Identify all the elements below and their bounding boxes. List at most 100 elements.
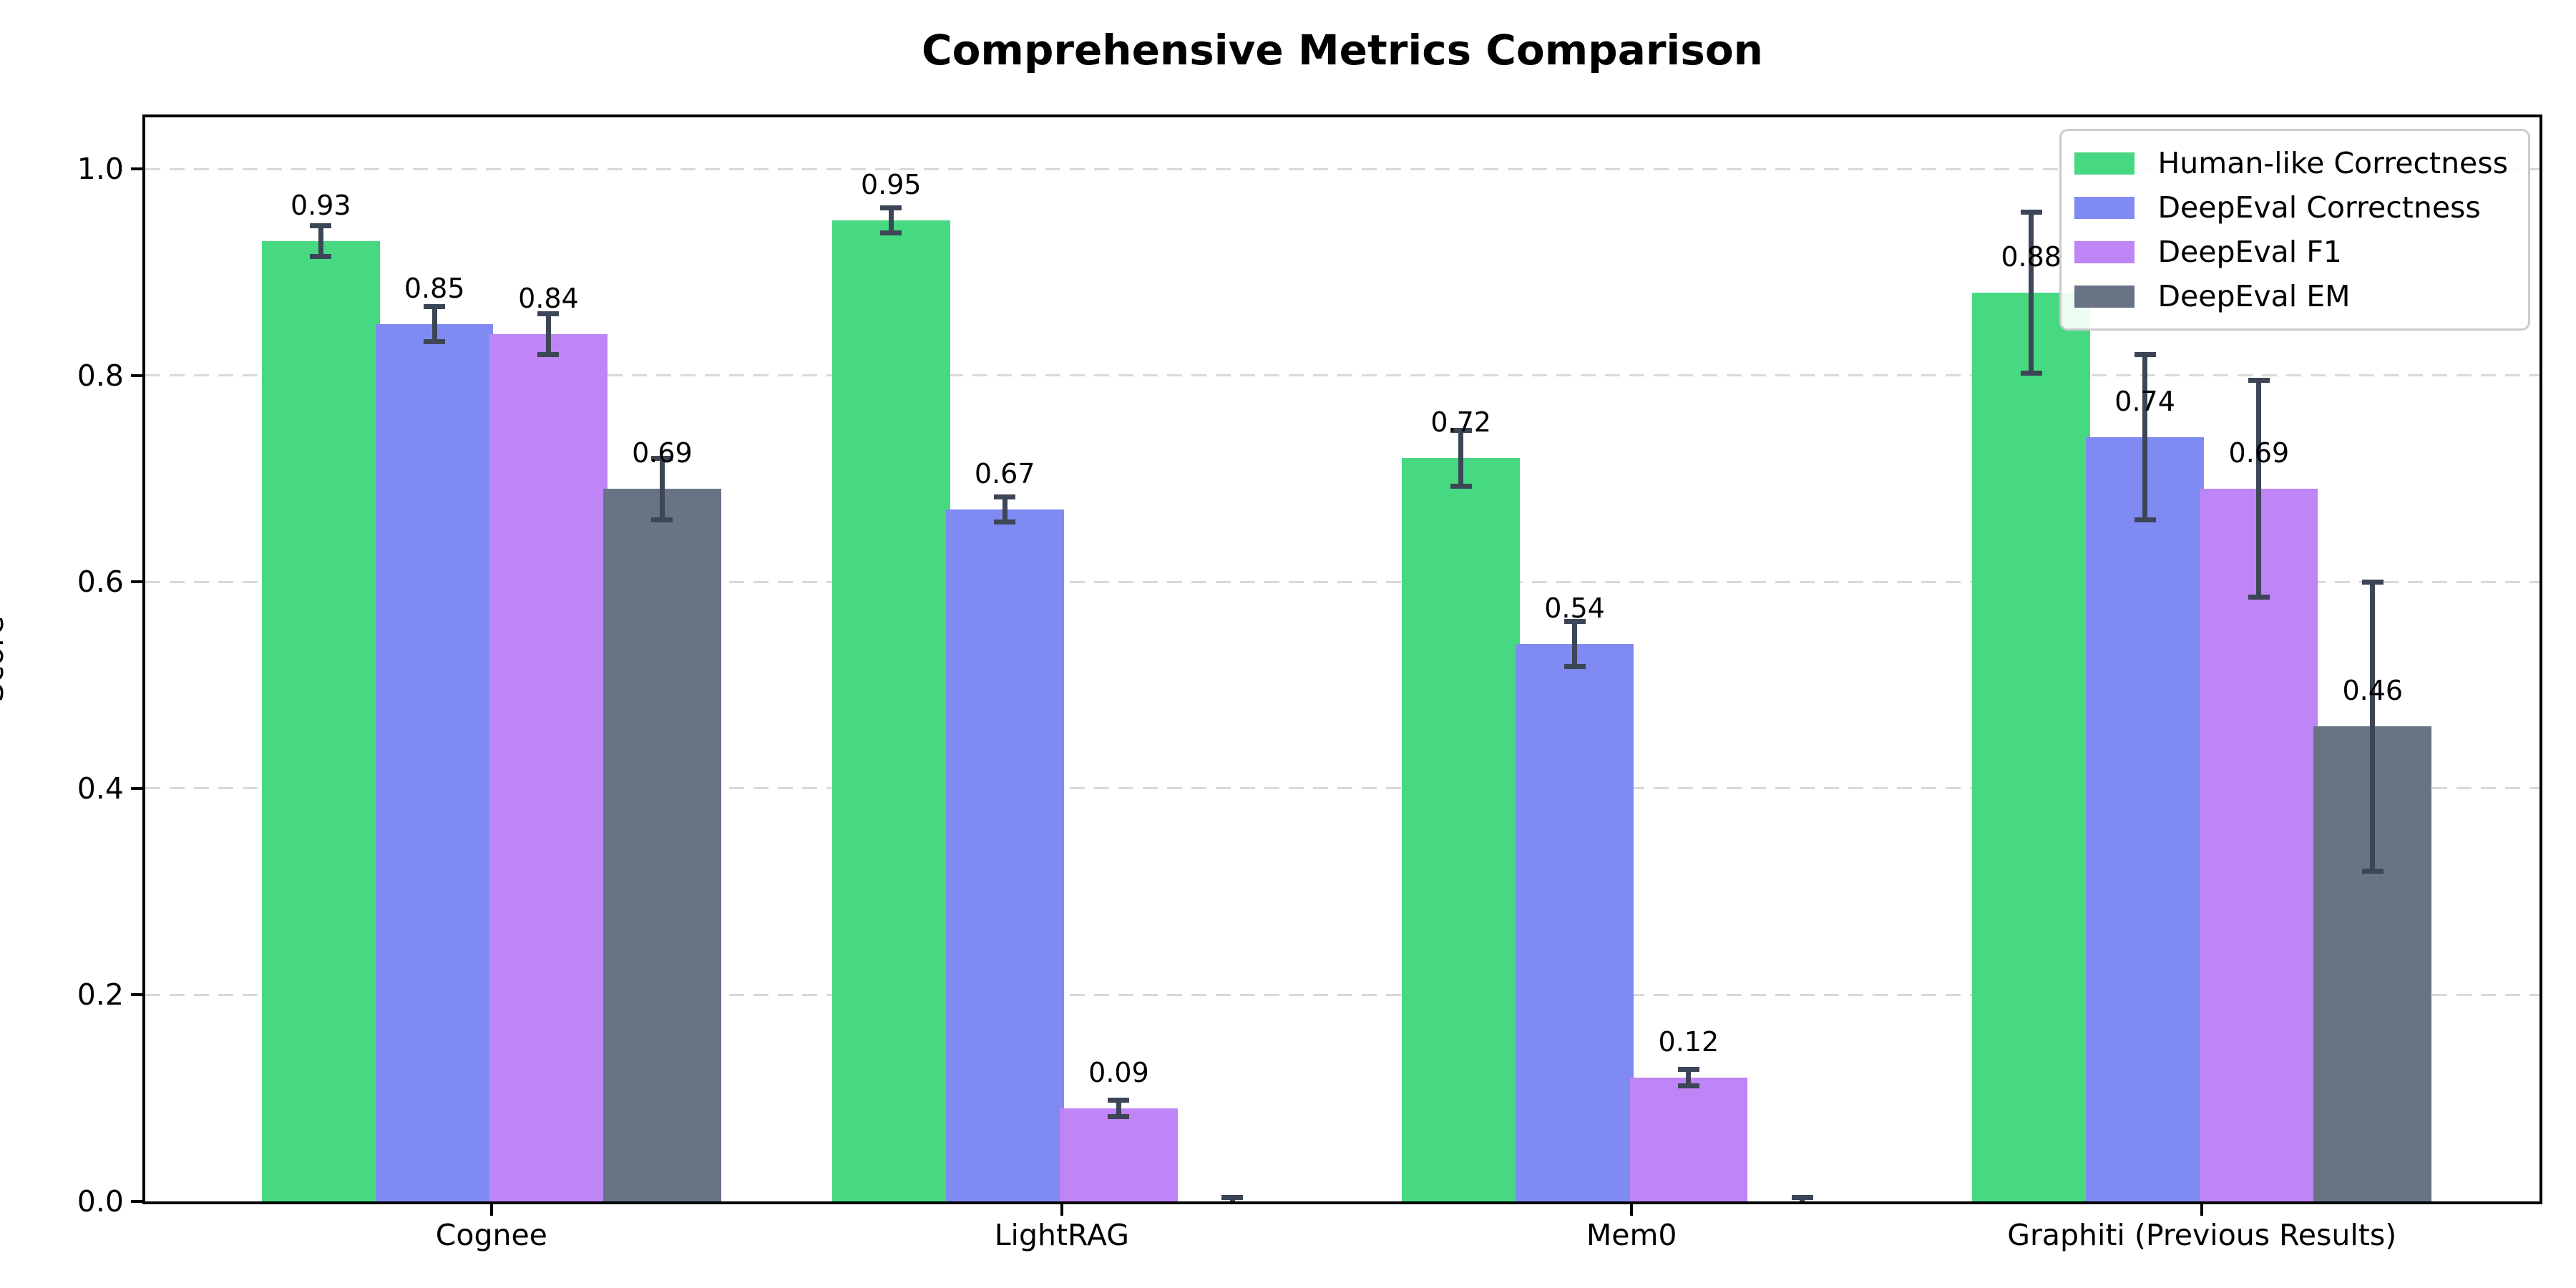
error-cap-s1-c0-bottom: [424, 338, 446, 344]
x-tick-1: [1060, 1204, 1063, 1216]
legend-label-1: DeepEval Correctness: [2157, 190, 2481, 225]
legend-row-3: DeepEval EM: [2074, 274, 2508, 318]
error-cap-s3-c0-bottom: [651, 517, 673, 523]
error-bar-s3-c3: [2370, 582, 2376, 872]
error-bar-s2-c2: [1686, 1069, 1692, 1086]
value-label-s2-c2: 0.12: [1658, 1025, 1719, 1058]
value-label-s3-c3: 0.46: [2342, 675, 2404, 707]
legend-label-2: DeepEval F1: [2157, 235, 2342, 269]
bar-s0-c3: [1972, 293, 2090, 1201]
bar-s2-c0: [489, 334, 608, 1201]
value-label-s1-c0: 0.85: [404, 272, 465, 304]
y-tick-0.2: [131, 993, 142, 997]
error-cap-s3-c3-bottom: [2361, 868, 2384, 874]
legend: Human-like Correctness DeepEval Correctne…: [2059, 129, 2530, 331]
error-bar-s2-c3: [2256, 380, 2262, 597]
x-tick-0: [489, 1204, 493, 1216]
error-cap-s2-c1-bottom: [1108, 1114, 1130, 1120]
bar-s0-c0: [261, 241, 380, 1201]
error-cap-s2-c3-top: [2248, 378, 2270, 384]
legend-swatch-1: [2074, 196, 2135, 219]
bar-s1-c3: [2086, 437, 2204, 1201]
error-cap-s0-c2-top: [1450, 427, 1472, 433]
error-cap-s1-c2-top: [1563, 618, 1586, 624]
y-tick-0.0: [131, 1200, 142, 1203]
value-label-s1-c3: 0.74: [2114, 386, 2175, 418]
y-tick-0.8: [131, 374, 142, 377]
error-cap-s1-c2-bottom: [1563, 664, 1586, 670]
y-tick-1.0: [131, 167, 142, 171]
error-cap-s0-c2-bottom: [1450, 483, 1472, 489]
value-label-s3-c0: 0.69: [632, 437, 693, 469]
error-bar-s0-c0: [318, 225, 323, 257]
error-bar-s1-c1: [1002, 497, 1008, 522]
gridline-0.4: [145, 787, 2540, 790]
value-label-s2-c1: 0.09: [1088, 1057, 1149, 1089]
y-tick-label-1.0: 1.0: [77, 152, 124, 187]
gridline-0.8: [145, 374, 2540, 377]
error-cap-s3-c1-bottom: [1221, 1203, 1243, 1204]
legend-row-2: DeepEval F1: [2074, 230, 2508, 274]
legend-row-0: Human-like Correctness: [2074, 141, 2508, 185]
value-label-s1-c1: 0.67: [974, 458, 1035, 490]
y-tick-label-0.8: 0.8: [77, 358, 124, 393]
error-cap-s2-c1-top: [1108, 1098, 1130, 1103]
value-label-s0-c3: 0.88: [2001, 241, 2062, 273]
gridline-0.2: [145, 993, 2540, 996]
error-bar-s1-c2: [1572, 621, 1578, 667]
value-label-s1-c2: 0.54: [1544, 592, 1605, 624]
error-bar-s1-c3: [2142, 354, 2148, 520]
legend-label-3: DeepEval EM: [2157, 279, 2351, 313]
chart-title: Comprehensive Metrics Comparison: [922, 26, 1763, 74]
error-cap-s3-c1-top: [1221, 1194, 1244, 1200]
error-cap-s3-c2-top: [1791, 1194, 1813, 1200]
error-cap-s0-c1-top: [880, 205, 902, 211]
legend-swatch-0: [2074, 152, 2135, 175]
legend-row-1: DeepEval Correctness: [2074, 185, 2508, 230]
bar-s1-c2: [1516, 643, 1634, 1201]
x-category-label-1: LightRAG: [994, 1218, 1129, 1252]
gridline-1.0: [145, 167, 2540, 170]
error-bar-s2-c1: [1116, 1100, 1121, 1117]
error-cap-s0-c0-bottom: [310, 254, 332, 260]
error-cap-s0-c3-bottom: [2020, 371, 2042, 376]
bar-s0-c2: [1402, 458, 1520, 1201]
bar-s2-c3: [2200, 489, 2318, 1201]
error-cap-s1-c3-top: [2134, 352, 2156, 358]
error-cap-s1-c3-bottom: [2134, 517, 2156, 523]
error-cap-s2-c2-top: [1677, 1066, 1699, 1072]
error-cap-s2-c2-bottom: [1677, 1083, 1699, 1088]
error-cap-s2-c0-top: [537, 311, 560, 316]
y-tick-0.4: [131, 786, 142, 790]
error-bar-s0-c2: [1458, 430, 1464, 487]
bar-s2-c1: [1060, 1108, 1178, 1201]
y-tick-label-0.0: 0.0: [77, 1184, 124, 1219]
error-cap-s0-c3-top: [2020, 210, 2042, 215]
x-category-label-3: Graphiti (Previous Results): [2007, 1218, 2397, 1252]
error-bar-s1-c0: [431, 306, 437, 342]
error-bar-s0-c1: [888, 208, 894, 233]
x-category-label-0: Cognee: [435, 1218, 547, 1252]
bar-s1-c0: [375, 323, 494, 1201]
bar-s3-c0: [603, 489, 721, 1201]
y-tick-0.6: [131, 580, 142, 584]
value-label-s0-c1: 0.95: [860, 169, 922, 201]
error-bar-s0-c3: [2029, 212, 2034, 374]
error-bar-s2-c0: [545, 313, 551, 355]
error-cap-s1-c1-bottom: [994, 519, 1016, 525]
value-label-s0-c0: 0.93: [290, 190, 351, 222]
legend-swatch-2: [2074, 240, 2135, 263]
legend-label-0: Human-like Correctness: [2157, 146, 2508, 180]
plot-area: 0.93 0.95 0.72 0.88 0.85 0.67 0.54 0.74 0.84 0.09…: [142, 114, 2542, 1204]
x-tick-3: [2200, 1204, 2204, 1216]
error-cap-s3-c2-bottom: [1792, 1203, 1813, 1204]
x-tick-2: [1630, 1204, 1634, 1216]
y-tick-label-0.4: 0.4: [77, 771, 124, 806]
value-label-s2-c0: 0.84: [518, 283, 579, 314]
error-cap-s3-c3-top: [2361, 579, 2384, 585]
value-label-s2-c3: 0.69: [2228, 437, 2290, 469]
error-cap-s0-c0-top: [310, 223, 332, 228]
x-category-label-2: Mem0: [1586, 1218, 1677, 1252]
legend-swatch-3: [2074, 285, 2135, 308]
